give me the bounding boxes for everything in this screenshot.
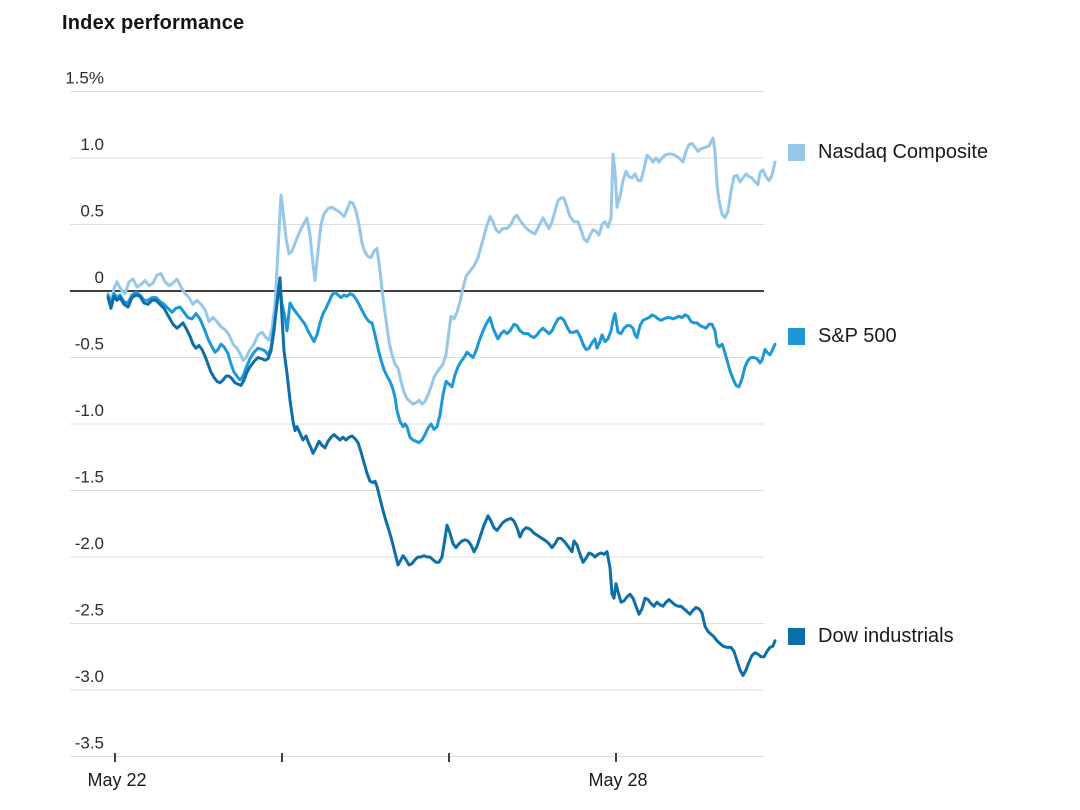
chart-title: Index performance <box>62 12 245 34</box>
svg-text:-3.5: -3.5 <box>75 734 104 753</box>
legend-label-dow-industrials: Dow industrials <box>818 625 954 647</box>
svg-text:-1.5: -1.5 <box>75 468 104 487</box>
legend-item-nasdaq-composite: Nasdaq Composite <box>788 141 988 164</box>
legend-label-sp500: S&P 500 <box>818 325 897 347</box>
svg-text:-1.0: -1.0 <box>75 401 104 420</box>
dow-industrials-swatch-icon <box>788 628 805 645</box>
svg-text:0.5: 0.5 <box>80 202 104 221</box>
svg-text:1.0: 1.0 <box>80 135 104 154</box>
svg-text:0: 0 <box>95 268 104 287</box>
svg-text:1.5%: 1.5% <box>65 69 104 88</box>
svg-text:-0.5: -0.5 <box>75 335 104 354</box>
nasdaq-composite-swatch-icon <box>788 144 805 161</box>
svg-text:-2.5: -2.5 <box>75 601 104 620</box>
sp500-swatch-icon <box>788 328 805 345</box>
svg-text:-3.0: -3.0 <box>75 667 104 686</box>
svg-text:May 22: May 22 <box>87 770 146 790</box>
legend-item-dow-industrials: Dow industrials <box>788 625 954 648</box>
legend-item-sp500: S&P 500 <box>788 325 897 348</box>
svg-text:-2.0: -2.0 <box>75 534 104 553</box>
svg-text:May 28: May 28 <box>588 770 647 790</box>
legend-label-nasdaq-composite: Nasdaq Composite <box>818 141 989 163</box>
